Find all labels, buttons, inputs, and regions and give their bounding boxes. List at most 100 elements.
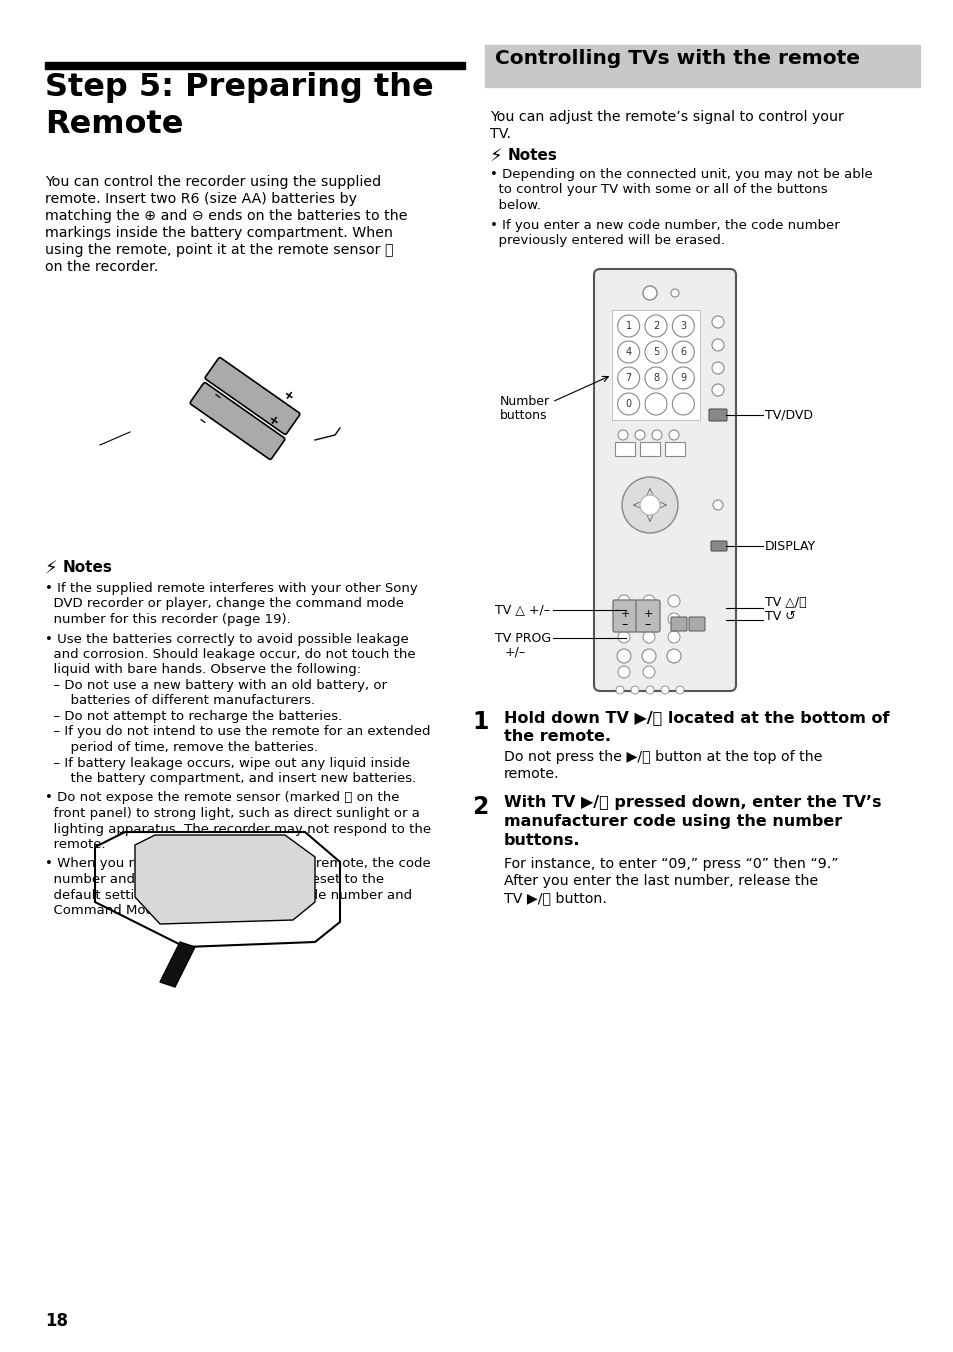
Text: 5: 5 <box>652 347 659 357</box>
Circle shape <box>660 685 668 694</box>
Circle shape <box>617 649 630 662</box>
Text: 18: 18 <box>45 1311 68 1330</box>
Text: on the recorder.: on the recorder. <box>45 260 158 274</box>
Text: using the remote, point it at the remote sensor Ⓡ: using the remote, point it at the remote… <box>45 243 393 257</box>
Text: liquid with bare hands. Observe the following:: liquid with bare hands. Observe the foll… <box>45 664 361 676</box>
Text: to control your TV with some or all of the buttons: to control your TV with some or all of t… <box>490 184 827 196</box>
Bar <box>615 442 635 456</box>
Text: +/–: +/– <box>504 645 525 658</box>
Circle shape <box>618 595 629 607</box>
Text: – Do not attempt to recharge the batteries.: – Do not attempt to recharge the batteri… <box>45 710 342 723</box>
Circle shape <box>711 339 723 352</box>
FancyBboxPatch shape <box>688 617 704 631</box>
Text: TV ▶/⏻ button.: TV ▶/⏻ button. <box>503 891 606 904</box>
Text: – If battery leakage occurs, wipe out any liquid inside: – If battery leakage occurs, wipe out an… <box>45 757 410 769</box>
Circle shape <box>672 341 694 362</box>
Circle shape <box>617 393 639 415</box>
Circle shape <box>642 595 655 607</box>
Text: –: – <box>621 618 627 631</box>
Circle shape <box>667 612 679 625</box>
Text: For instance, to enter “09,” press “0” then “9.”: For instance, to enter “09,” press “0” t… <box>503 857 838 871</box>
Circle shape <box>642 667 655 677</box>
Text: – Do not use a new battery with an old battery, or: – Do not use a new battery with an old b… <box>45 679 387 692</box>
Text: 0: 0 <box>625 399 631 410</box>
Text: the battery compartment, and insert new batteries.: the battery compartment, and insert new … <box>45 772 416 786</box>
Text: number and Command Mode may be reset to the: number and Command Mode may be reset to … <box>45 873 384 886</box>
Text: TV.: TV. <box>490 127 511 141</box>
Circle shape <box>642 612 655 625</box>
Bar <box>612 310 700 420</box>
Text: +: + <box>619 608 629 619</box>
FancyBboxPatch shape <box>636 600 659 631</box>
Bar <box>45 62 464 69</box>
Circle shape <box>639 495 659 515</box>
Circle shape <box>630 685 639 694</box>
Text: DISPLAY: DISPLAY <box>764 539 815 553</box>
Circle shape <box>676 685 683 694</box>
Circle shape <box>616 685 623 694</box>
Circle shape <box>618 631 629 644</box>
Text: batteries of different manufacturers.: batteries of different manufacturers. <box>45 695 314 707</box>
Text: 8: 8 <box>652 373 659 383</box>
Text: Notes: Notes <box>63 560 112 575</box>
Text: remote.: remote. <box>503 767 559 781</box>
Text: After you enter the last number, release the: After you enter the last number, release… <box>503 873 818 888</box>
Text: markings inside the battery compartment. When: markings inside the battery compartment.… <box>45 226 393 241</box>
Text: Command Mode again.: Command Mode again. <box>45 904 208 917</box>
Circle shape <box>644 341 666 362</box>
Circle shape <box>672 393 694 415</box>
FancyBboxPatch shape <box>205 358 299 434</box>
Circle shape <box>641 649 656 662</box>
Circle shape <box>621 477 678 533</box>
Text: TV ↺: TV ↺ <box>764 611 795 623</box>
Text: 2: 2 <box>652 320 659 331</box>
Text: • When you replace the batteries of the remote, the code: • When you replace the batteries of the … <box>45 857 431 871</box>
Text: +: + <box>642 608 652 619</box>
Text: –: – <box>194 412 210 430</box>
Text: ⚡: ⚡ <box>45 560 57 579</box>
Text: You can control the recorder using the supplied: You can control the recorder using the s… <box>45 174 381 189</box>
Text: – If you do not intend to use the remote for an extended: – If you do not intend to use the remote… <box>45 726 430 738</box>
Text: Notes: Notes <box>507 147 558 164</box>
Text: +: + <box>279 388 295 404</box>
Circle shape <box>670 289 679 297</box>
Polygon shape <box>95 831 339 946</box>
Text: ⚡: ⚡ <box>490 147 502 166</box>
Polygon shape <box>135 836 314 923</box>
Text: DVD recorder or player, change the command mode: DVD recorder or player, change the comma… <box>45 598 403 611</box>
Text: –: – <box>210 388 224 404</box>
Text: • Do not expose the remote sensor (marked Ⓡ on the: • Do not expose the remote sensor (marke… <box>45 791 399 804</box>
Circle shape <box>668 430 679 439</box>
Circle shape <box>618 667 629 677</box>
Text: manufacturer code using the number: manufacturer code using the number <box>503 814 841 829</box>
Circle shape <box>617 341 639 362</box>
Text: TV △ +/–: TV △ +/– <box>495 603 550 617</box>
Text: • Use the batteries correctly to avoid possible leakage: • Use the batteries correctly to avoid p… <box>45 633 408 645</box>
Text: TV/DVD: TV/DVD <box>764 408 812 422</box>
Text: • Depending on the connected unit, you may not be able: • Depending on the connected unit, you m… <box>490 168 872 181</box>
Circle shape <box>617 315 639 337</box>
Text: You can adjust the remote’s signal to control your: You can adjust the remote’s signal to co… <box>490 110 843 124</box>
Text: buttons: buttons <box>499 410 547 422</box>
Text: 7: 7 <box>625 373 631 383</box>
Text: Number: Number <box>499 395 550 408</box>
Text: front panel) to strong light, such as direct sunlight or a: front panel) to strong light, such as di… <box>45 807 419 821</box>
Circle shape <box>617 366 639 389</box>
Text: the remote.: the remote. <box>503 729 610 744</box>
Text: remote.: remote. <box>45 838 106 850</box>
Circle shape <box>711 362 723 375</box>
Text: • If you enter a new code number, the code number: • If you enter a new code number, the co… <box>490 219 839 231</box>
Circle shape <box>667 595 679 607</box>
Text: default setting. Set the appropriate code number and: default setting. Set the appropriate cod… <box>45 888 412 902</box>
Text: With TV ▶/⏻ pressed down, enter the TV’s: With TV ▶/⏻ pressed down, enter the TV’s <box>503 795 881 810</box>
Text: Controlling TVs with the remote: Controlling TVs with the remote <box>495 49 859 68</box>
Text: and corrosion. Should leakage occur, do not touch the: and corrosion. Should leakage occur, do … <box>45 648 416 661</box>
Polygon shape <box>160 942 194 987</box>
Circle shape <box>644 366 666 389</box>
Text: Do not press the ▶/⏻ button at the top of the: Do not press the ▶/⏻ button at the top o… <box>503 750 821 764</box>
Text: TV △/⏻: TV △/⏻ <box>764 596 806 610</box>
Circle shape <box>642 287 657 300</box>
Text: 4: 4 <box>625 347 631 357</box>
FancyBboxPatch shape <box>594 269 735 691</box>
Text: 2: 2 <box>472 795 488 819</box>
